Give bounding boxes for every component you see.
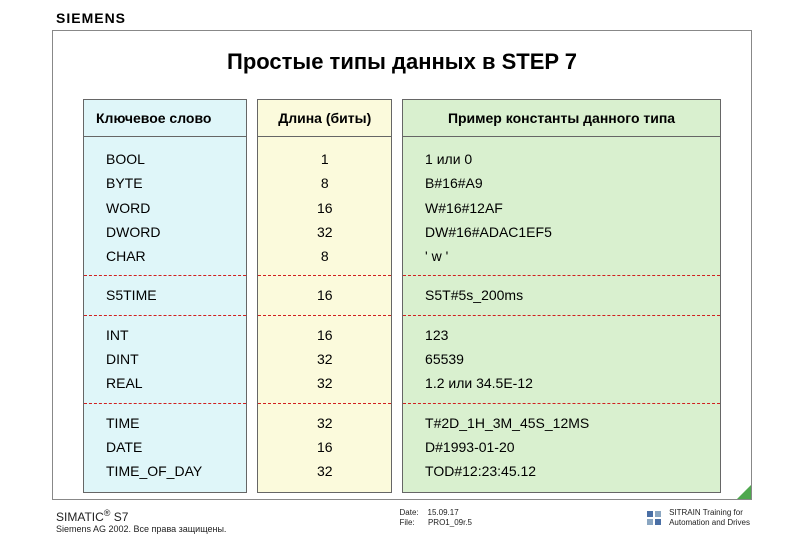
table-cell: D#1993-01-20	[403, 435, 720, 459]
sitrain-icon	[645, 509, 663, 527]
footer-left: SIMATIC® S7 Siemens AG 2002. Все права з…	[56, 508, 226, 534]
footer-right: SITRAIN Training for Automation and Driv…	[645, 508, 750, 527]
file-value: PRO1_09r.5	[428, 518, 472, 527]
header-example: Пример константы данного типа	[402, 99, 721, 137]
column-example: Пример константы данного типа 1 или 0B#1…	[402, 99, 721, 493]
table-cell: 32	[258, 347, 391, 371]
body-example: 1 или 0B#16#A9W#16#12AFDW#16#ADAC1EF5' w…	[402, 137, 721, 493]
table-cell: WORD	[84, 196, 246, 220]
table-cell: TIME_OF_DAY	[84, 459, 246, 483]
corner-accent	[737, 485, 751, 499]
table-cell: 16	[258, 435, 391, 459]
table-cell: TIME	[84, 411, 246, 435]
table-cell: 16	[258, 196, 391, 220]
table-cell: 65539	[403, 347, 720, 371]
group-separator	[403, 275, 720, 276]
reg-mark: ®	[104, 508, 111, 518]
slide-footer: SIMATIC® S7 Siemens AG 2002. Все права з…	[56, 508, 750, 534]
sitrain-line1: SITRAIN Training for	[669, 508, 750, 518]
body-length: 181632816163232321632	[257, 137, 392, 493]
table-cell: INT	[84, 323, 246, 347]
slide-title: Простые типы данных в STEP 7	[53, 31, 751, 99]
slide-page: SIEMENS Простые типы данных в STEP 7 Клю…	[0, 0, 800, 553]
data-table: Ключевое слово BOOLBYTEWORDDWORDCHAR S5TI…	[53, 99, 751, 493]
copyright-text: Siemens AG 2002. Все права защищены.	[56, 524, 226, 534]
header-keyword: Ключевое слово	[83, 99, 247, 137]
table-cell: 8	[258, 244, 391, 268]
sitrain-text: SITRAIN Training for Automation and Driv…	[669, 508, 750, 527]
group-separator	[84, 403, 246, 404]
table-cell: T#2D_1H_3M_45S_12MS	[403, 411, 720, 435]
siemens-logo: SIEMENS	[56, 10, 126, 26]
table-cell: 1 или 0	[403, 147, 720, 171]
table-cell: 32	[258, 459, 391, 483]
group-separator	[84, 275, 246, 276]
table-cell: 1	[258, 147, 391, 171]
table-cell: 8	[258, 171, 391, 195]
table-cell: DW#16#ADAC1EF5	[403, 220, 720, 244]
product-name: SIMATIC® S7	[56, 508, 226, 524]
table-cell: B#16#A9	[403, 171, 720, 195]
footer-middle: Date: 15.09.17 File: PRO1_09r.5	[400, 508, 473, 529]
column-length: Длина (биты) 181632816163232321632	[257, 99, 392, 493]
table-cell: REAL	[84, 371, 246, 395]
column-keyword: Ключевое слово BOOLBYTEWORDDWORDCHAR S5TI…	[83, 99, 247, 493]
product-text: SIMATIC	[56, 510, 104, 524]
body-keyword: BOOLBYTEWORDDWORDCHAR S5TIME INTDINTREAL TI…	[83, 137, 247, 493]
table-cell: ' w '	[403, 244, 720, 268]
table-cell: BYTE	[84, 171, 246, 195]
table-cell: DATE	[84, 435, 246, 459]
table-cell: 1.2 или 34.5E-12	[403, 371, 720, 395]
table-cell: 32	[258, 411, 391, 435]
table-cell: DINT	[84, 347, 246, 371]
table-cell: DWORD	[84, 220, 246, 244]
group-separator	[258, 315, 391, 316]
group-separator	[403, 315, 720, 316]
group-separator	[403, 403, 720, 404]
table-cell: 32	[258, 220, 391, 244]
table-cell: 16	[258, 323, 391, 347]
date-label: Date:	[400, 508, 419, 517]
table-cell: 32	[258, 371, 391, 395]
group-separator	[258, 403, 391, 404]
table-cell: 16	[258, 283, 391, 307]
table-cell: S5T#5s_200ms	[403, 283, 720, 307]
table-cell: W#16#12AF	[403, 196, 720, 220]
date-value: 15.09.17	[428, 508, 459, 517]
sitrain-line2: Automation and Drives	[669, 518, 750, 528]
header-length: Длина (биты)	[257, 99, 392, 137]
table-cell: CHAR	[84, 244, 246, 268]
file-label: File:	[400, 518, 415, 527]
slide-frame: Простые типы данных в STEP 7 Ключевое сл…	[52, 30, 752, 500]
product-suffix: S7	[114, 510, 129, 524]
group-separator	[84, 315, 246, 316]
table-cell: 123	[403, 323, 720, 347]
group-separator	[258, 275, 391, 276]
table-cell: S5TIME	[84, 283, 246, 307]
table-cell: BOOL	[84, 147, 246, 171]
table-cell: TOD#12:23:45.12	[403, 459, 720, 483]
